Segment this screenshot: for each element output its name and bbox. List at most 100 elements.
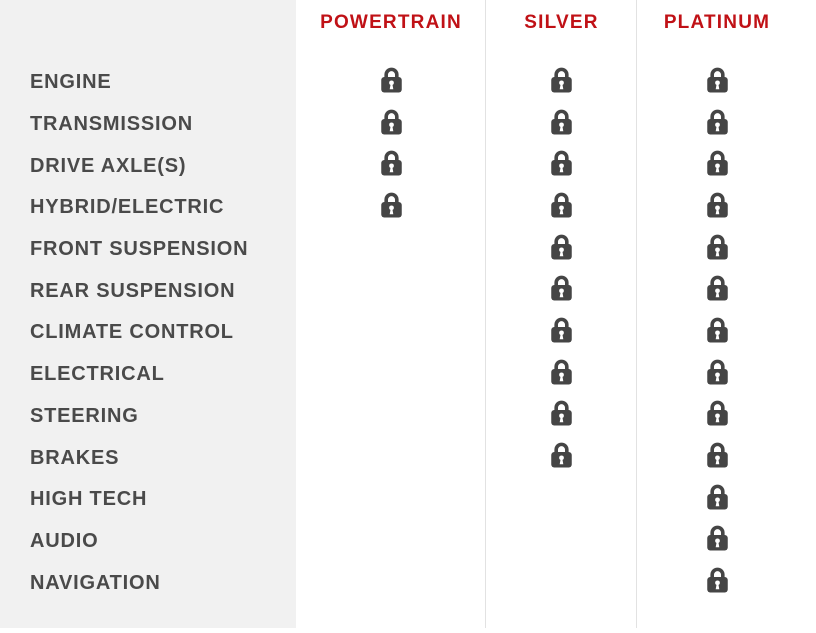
lock-icon [551, 400, 572, 426]
lock-icon [706, 567, 728, 593]
cell-powertrain [296, 433, 486, 475]
row-label-cell: ENGINE [0, 58, 296, 100]
header-spacer-cell [0, 0, 296, 45]
column-divider [485, 0, 486, 628]
lock-icon [706, 192, 728, 218]
cell-silver [486, 558, 637, 600]
cell-powertrain [296, 475, 486, 517]
row-label: DRIVE AXLE(S) [30, 154, 187, 177]
row-label: ELECTRICAL [30, 363, 165, 386]
lock-icon [706, 109, 728, 135]
cell-platinum [637, 350, 797, 392]
table-body: ENGINE [0, 58, 797, 600]
column-divider [636, 0, 637, 628]
table-row: ENGINE [0, 58, 797, 100]
cell-platinum [637, 308, 797, 350]
cell-silver [486, 392, 637, 434]
cell-silver [486, 183, 637, 225]
table-header-row: POWERTRAIN SILVER PLATINUM [0, 0, 797, 45]
table-row: STEERING [0, 392, 797, 434]
cell-platinum [637, 392, 797, 434]
lock-icon [706, 484, 728, 510]
row-label: AUDIO [30, 529, 99, 552]
row-label: HYBRID/ELECTRIC [30, 196, 225, 219]
cell-powertrain [296, 266, 486, 308]
row-label-cell: NAVIGATION [0, 558, 296, 600]
table-row: HIGH TECH [0, 475, 797, 517]
row-label-cell: HIGH TECH [0, 475, 296, 517]
cell-silver [486, 266, 637, 308]
cell-powertrain [296, 350, 486, 392]
lock-icon [706, 526, 728, 551]
cell-silver [486, 58, 637, 100]
row-label-cell: HYBRID/ELECTRIC [0, 183, 296, 225]
row-label-cell: CLIMATE CONTROL [0, 308, 296, 350]
cell-platinum [637, 517, 797, 559]
cell-platinum [637, 266, 797, 308]
table-row: BRAKES [0, 433, 797, 475]
cell-platinum [637, 225, 797, 267]
cell-silver [486, 100, 637, 142]
cell-platinum [637, 475, 797, 517]
lock-icon [706, 150, 728, 176]
column-header-silver: SILVER [524, 11, 599, 33]
row-label: HIGH TECH [30, 488, 148, 511]
lock-icon [551, 192, 572, 218]
lock-icon [706, 442, 728, 468]
cell-platinum [637, 58, 797, 100]
cell-silver [486, 350, 637, 392]
lock-icon [706, 317, 728, 343]
column-header-platinum: PLATINUM [663, 11, 771, 33]
cell-powertrain [296, 558, 486, 600]
row-label: CLIMATE CONTROL [30, 321, 234, 344]
table-row: REAR SUSPENSION [0, 266, 797, 308]
lock-icon [551, 442, 572, 468]
row-label: TRANSMISSION [30, 113, 193, 136]
row-label: FRONT SUSPENSION [30, 238, 249, 261]
row-label: ENGINE [30, 71, 112, 94]
cell-platinum [637, 183, 797, 225]
table-row: TRANSMISSION [0, 100, 797, 142]
lock-icon [551, 234, 572, 260]
cell-platinum [637, 558, 797, 600]
lock-icon [706, 67, 728, 93]
cell-silver [486, 433, 637, 475]
lock-icon [551, 109, 572, 135]
table-row: HYBRID/ELECTRIC [0, 183, 797, 225]
table-row: ELECTRICAL [0, 350, 797, 392]
cell-silver [486, 308, 637, 350]
row-label-panel-background [0, 0, 296, 628]
table-row: AUDIO [0, 517, 797, 559]
cell-powertrain [296, 225, 486, 267]
lock-icon [380, 150, 402, 176]
lock-icon [706, 359, 728, 385]
row-label-cell: REAR SUSPENSION [0, 266, 296, 308]
cell-platinum [637, 433, 797, 475]
row-label-cell: TRANSMISSION [0, 100, 296, 142]
lock-icon [706, 400, 728, 426]
row-label-cell: DRIVE AXLE(S) [0, 141, 296, 183]
lock-icon [706, 275, 728, 301]
cell-powertrain [296, 58, 486, 100]
row-label: BRAKES [30, 446, 120, 469]
table-row: FRONT SUSPENSION [0, 225, 797, 267]
lock-icon [551, 275, 572, 301]
cell-powertrain [296, 183, 486, 225]
table-row: NAVIGATION [0, 558, 797, 600]
table-row: CLIMATE CONTROL [0, 308, 797, 350]
lock-icon [380, 109, 402, 135]
cell-silver [486, 517, 637, 559]
cell-silver [486, 141, 637, 183]
row-label-cell: ELECTRICAL [0, 350, 296, 392]
cell-platinum [637, 100, 797, 142]
lock-icon [551, 67, 572, 93]
lock-icon [551, 359, 572, 385]
row-label-cell: STEERING [0, 392, 296, 434]
lock-icon [380, 67, 402, 93]
lock-icon [380, 192, 402, 218]
row-label: NAVIGATION [30, 571, 161, 594]
row-label: REAR SUSPENSION [30, 279, 236, 302]
lock-icon [551, 150, 572, 176]
cell-powertrain [296, 517, 486, 559]
cell-powertrain [296, 141, 486, 183]
